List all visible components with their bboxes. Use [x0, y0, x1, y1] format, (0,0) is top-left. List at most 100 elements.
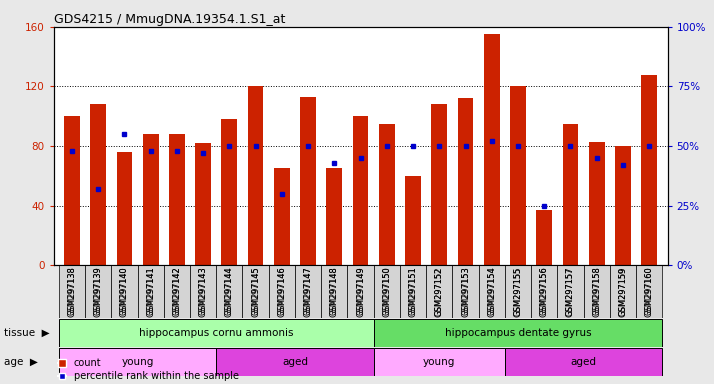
Text: GSM297139: GSM297139 [94, 267, 103, 316]
Text: young: young [423, 357, 456, 367]
Text: GSM297143: GSM297143 [198, 267, 208, 315]
FancyBboxPatch shape [59, 319, 373, 347]
FancyBboxPatch shape [636, 265, 663, 318]
Text: GSM297152: GSM297152 [435, 266, 444, 317]
FancyBboxPatch shape [164, 265, 190, 318]
FancyBboxPatch shape [216, 348, 373, 376]
Bar [221, 119, 237, 265]
FancyBboxPatch shape [505, 348, 663, 376]
Bar [64, 116, 80, 265]
Bar [589, 142, 605, 265]
FancyBboxPatch shape [190, 265, 216, 318]
Text: GSM297153: GSM297153 [461, 267, 470, 316]
Text: GSM297140: GSM297140 [120, 267, 129, 315]
Bar [458, 98, 473, 265]
FancyBboxPatch shape [426, 265, 453, 318]
Text: GSM297145: GSM297145 [251, 267, 260, 316]
Text: GSM297159: GSM297159 [618, 267, 628, 316]
Text: aged: aged [570, 357, 597, 367]
FancyBboxPatch shape [85, 265, 111, 318]
Text: GSM297144: GSM297144 [225, 267, 234, 315]
Text: GSM297156: GSM297156 [540, 266, 549, 317]
Text: GSM297150: GSM297150 [382, 267, 391, 316]
Text: GSM297159: GSM297159 [618, 266, 628, 317]
Bar [405, 176, 421, 265]
Text: tissue  ▶: tissue ▶ [4, 328, 49, 338]
Text: GSM297158: GSM297158 [592, 267, 601, 316]
Text: GSM297153: GSM297153 [461, 266, 470, 317]
FancyBboxPatch shape [373, 319, 663, 347]
FancyBboxPatch shape [243, 265, 268, 318]
Text: GSM297148: GSM297148 [330, 267, 339, 315]
FancyBboxPatch shape [111, 265, 138, 318]
Bar [484, 34, 500, 265]
FancyBboxPatch shape [610, 265, 636, 318]
FancyBboxPatch shape [373, 265, 400, 318]
FancyBboxPatch shape [138, 265, 164, 318]
Bar [379, 124, 395, 265]
Bar [615, 146, 631, 265]
FancyBboxPatch shape [216, 265, 243, 318]
Legend: count, percentile rank within the sample: count, percentile rank within the sample [59, 358, 239, 381]
Text: GSM297146: GSM297146 [277, 266, 286, 317]
Text: GSM297142: GSM297142 [172, 267, 181, 316]
Bar [195, 143, 211, 265]
Text: GSM297140: GSM297140 [120, 266, 129, 317]
Text: GSM297151: GSM297151 [408, 267, 418, 316]
Text: hippocampus dentate gyrus: hippocampus dentate gyrus [445, 328, 591, 338]
FancyBboxPatch shape [295, 265, 321, 318]
FancyBboxPatch shape [268, 265, 295, 318]
FancyBboxPatch shape [59, 265, 85, 318]
Text: GSM297142: GSM297142 [172, 266, 181, 317]
Bar [510, 86, 526, 265]
FancyBboxPatch shape [348, 265, 373, 318]
Text: GSM297151: GSM297151 [408, 266, 418, 317]
FancyBboxPatch shape [478, 265, 505, 318]
Text: GSM297138: GSM297138 [67, 266, 76, 317]
FancyBboxPatch shape [321, 265, 348, 318]
Text: GSM297160: GSM297160 [645, 267, 654, 315]
Text: GSM297154: GSM297154 [487, 266, 496, 317]
Text: GSM297139: GSM297139 [94, 266, 103, 317]
Bar [143, 134, 159, 265]
Text: GSM297155: GSM297155 [513, 267, 523, 316]
Text: GSM297157: GSM297157 [566, 266, 575, 317]
Bar [300, 97, 316, 265]
Text: GDS4215 / MmugDNA.19354.1.S1_at: GDS4215 / MmugDNA.19354.1.S1_at [54, 13, 285, 26]
Text: GSM297148: GSM297148 [330, 266, 339, 317]
Text: GSM297160: GSM297160 [645, 266, 654, 317]
Bar [248, 86, 263, 265]
FancyBboxPatch shape [531, 265, 558, 318]
Text: GSM297145: GSM297145 [251, 266, 260, 317]
FancyBboxPatch shape [400, 265, 426, 318]
Bar [536, 210, 552, 265]
Bar [326, 168, 342, 265]
Text: GSM297147: GSM297147 [303, 267, 313, 316]
Text: aged: aged [282, 357, 308, 367]
Text: GSM297147: GSM297147 [303, 266, 313, 317]
Text: GSM297150: GSM297150 [382, 266, 391, 317]
Bar [274, 168, 290, 265]
FancyBboxPatch shape [59, 348, 216, 376]
Text: GSM297149: GSM297149 [356, 266, 365, 317]
Bar [353, 116, 368, 265]
Text: young: young [121, 357, 154, 367]
Text: GSM297146: GSM297146 [277, 267, 286, 315]
Bar [563, 124, 578, 265]
FancyBboxPatch shape [505, 265, 531, 318]
Text: GSM297156: GSM297156 [540, 267, 549, 316]
FancyBboxPatch shape [373, 348, 505, 376]
Text: GSM297143: GSM297143 [198, 266, 208, 317]
Text: GSM297157: GSM297157 [566, 267, 575, 316]
Text: GSM297138: GSM297138 [67, 267, 76, 315]
Text: GSM297149: GSM297149 [356, 267, 365, 316]
Text: GSM297141: GSM297141 [146, 267, 155, 315]
Text: hippocampus cornu ammonis: hippocampus cornu ammonis [139, 328, 293, 338]
Bar [641, 74, 657, 265]
Text: GSM297144: GSM297144 [225, 266, 234, 317]
Text: GSM297154: GSM297154 [487, 267, 496, 316]
FancyBboxPatch shape [583, 265, 610, 318]
Text: age  ▶: age ▶ [4, 357, 37, 367]
Bar [90, 104, 106, 265]
Bar [431, 104, 447, 265]
